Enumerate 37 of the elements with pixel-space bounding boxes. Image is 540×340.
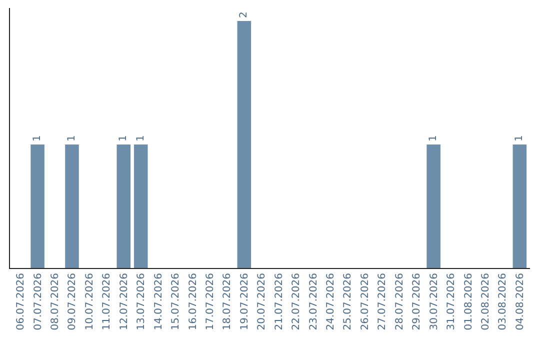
x-tick-label: 16.07.2026 xyxy=(188,273,199,330)
x-tick-label: 23.07.2026 xyxy=(308,273,320,330)
x-tick-label: 08.07.2026 xyxy=(50,273,62,330)
x-tick-label: 25.07.2026 xyxy=(342,273,354,330)
x-tick-label: 10.07.2026 xyxy=(84,273,96,330)
x-tick-label: 03.08.2026 xyxy=(498,273,509,330)
x-tick-label: 09.07.2026 xyxy=(67,273,78,330)
x-tick-label: 26.07.2026 xyxy=(360,273,371,330)
x-tick-label: 30.07.2026 xyxy=(428,273,440,330)
data-label: 1 xyxy=(32,135,44,142)
x-tick-label: 17.07.2026 xyxy=(204,273,216,330)
x-tick-label: 07.07.2026 xyxy=(32,273,44,330)
x-tick-label: 14.07.2026 xyxy=(153,273,164,330)
x-tick-label: 18.07.2026 xyxy=(222,273,234,330)
data-label: 1 xyxy=(514,135,526,142)
x-tick-label: 31.07.2026 xyxy=(446,273,458,330)
x-tick-label: 04.08.2026 xyxy=(514,273,526,330)
x-tick-label: 12.07.2026 xyxy=(118,273,130,330)
x-tick-label: 27.07.2026 xyxy=(377,273,388,330)
x-tick-label: 29.07.2026 xyxy=(412,273,423,330)
data-label: 1 xyxy=(66,135,78,142)
x-tick-label: 02.08.2026 xyxy=(480,273,492,330)
x-tick-label: 20.07.2026 xyxy=(256,273,268,330)
x-tick-label: 28.07.2026 xyxy=(394,273,406,330)
data-label: 1 xyxy=(118,135,130,142)
x-tick-label: 01.08.2026 xyxy=(463,273,474,330)
x-tick-label: 21.07.2026 xyxy=(274,273,285,330)
x-tick-label: 06.07.2026 xyxy=(16,273,27,330)
x-tick-label: 15.07.2026 xyxy=(170,273,182,330)
data-label: 1 xyxy=(135,135,146,142)
x-tick-label: 22.07.2026 xyxy=(291,273,302,330)
data-label: 2 xyxy=(238,12,250,18)
x-tick-label: 13.07.2026 xyxy=(136,273,148,330)
x-tick-label: 24.07.2026 xyxy=(326,273,337,330)
x-tick-label: 11.07.2026 xyxy=(102,273,113,330)
x-tick-label: 19.07.2026 xyxy=(239,273,250,330)
data-label: 1 xyxy=(428,135,440,142)
